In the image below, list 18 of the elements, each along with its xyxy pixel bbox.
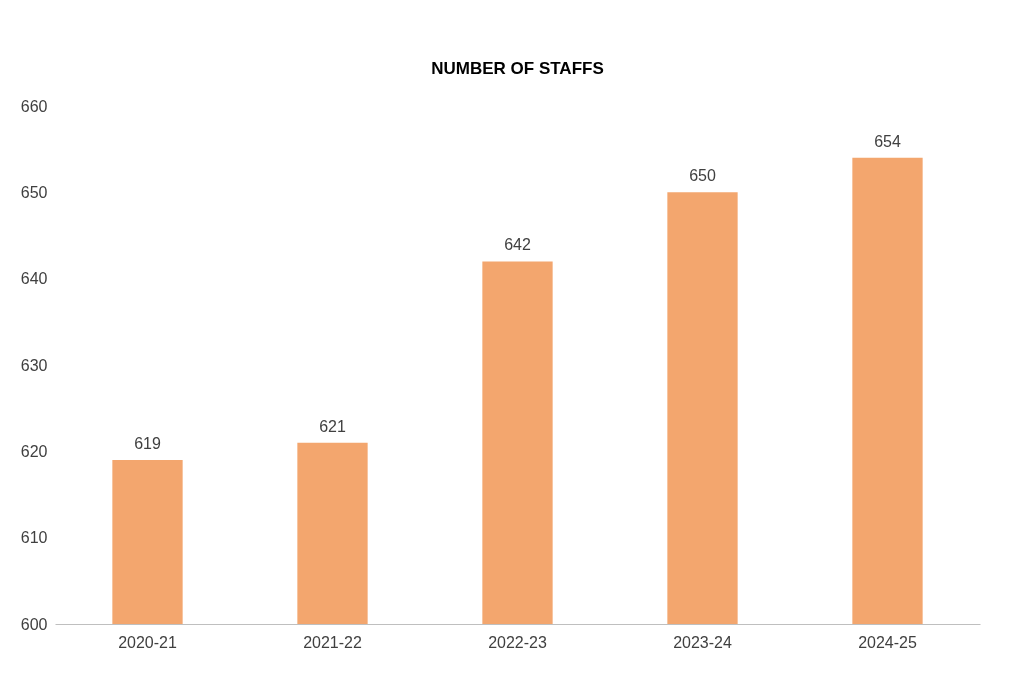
x-tick-label: 2023-24 xyxy=(673,633,732,651)
y-tick-label: 650 xyxy=(20,183,48,201)
x-tick-label: 2020-21 xyxy=(118,633,177,651)
x-tick-label: 2022-23 xyxy=(488,633,547,651)
chart-title: NUMBER OF STAFFS xyxy=(431,59,604,78)
data-label: 650 xyxy=(689,167,716,185)
x-tick-label: 2024-25 xyxy=(858,633,917,651)
y-tick-label: 600 xyxy=(20,615,48,633)
data-label: 621 xyxy=(319,417,346,435)
y-tick-label: 640 xyxy=(20,270,48,288)
y-tick-label: 630 xyxy=(20,356,48,374)
y-tick-label: 660 xyxy=(20,97,48,115)
data-label: 619 xyxy=(134,434,161,452)
data-label: 642 xyxy=(504,236,531,254)
y-tick-label: 620 xyxy=(20,442,48,460)
y-tick-label: 610 xyxy=(20,529,48,547)
data-label: 654 xyxy=(874,132,901,150)
x-tick-label: 2021-22 xyxy=(303,633,362,651)
